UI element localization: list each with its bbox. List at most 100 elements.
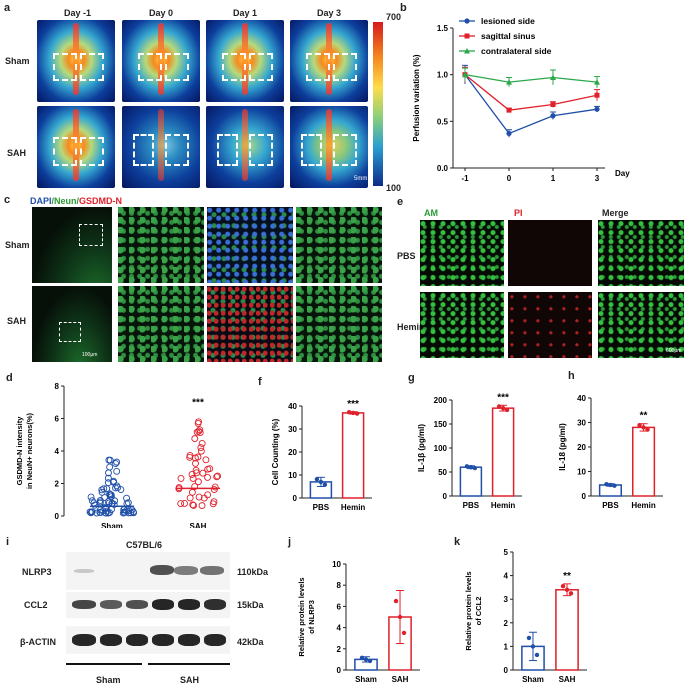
kda-label: 110kDa [237, 567, 269, 577]
data-point [175, 484, 183, 492]
legend-label: contralateral side [481, 46, 552, 56]
data-point [594, 79, 600, 85]
data-point [534, 652, 540, 658]
dapi-label: DAPI [30, 196, 52, 206]
y-tick-label: 2 [55, 480, 60, 489]
data-point [96, 498, 104, 506]
significance-label: *** [192, 398, 204, 409]
data-point [346, 410, 352, 415]
y-axis-title: Relative protein levels [297, 577, 306, 656]
micrograph [420, 220, 504, 286]
data-point [350, 410, 356, 416]
gsdmd-label: GSDMD-N [79, 196, 123, 206]
panel-a-row-label: Sham [5, 56, 30, 66]
panel-c-label: c [4, 194, 11, 206]
data-point [123, 494, 131, 502]
series-line [464, 74, 598, 83]
micrograph [508, 220, 592, 286]
ldf-image [122, 106, 200, 188]
zoom-box [79, 224, 103, 246]
data-point [191, 483, 199, 490]
y-tick-label: 0 [582, 492, 587, 501]
panel-a-row-label: SAH [7, 148, 27, 158]
blot-nlrp3 [66, 552, 230, 590]
panel-e-label: e [397, 196, 404, 208]
micrograph [508, 292, 592, 358]
data-point [98, 488, 106, 496]
micrograph [118, 286, 204, 362]
y-tick-label: 4 [504, 572, 509, 581]
data-point [196, 429, 204, 437]
y-tick-label: 200 [434, 396, 448, 405]
colorbar-min-label: 100 [386, 183, 402, 193]
data-point [193, 428, 201, 436]
y-axis-title: IL-1β (pg/ml) [417, 424, 426, 472]
data-point [192, 466, 200, 474]
data-point [106, 490, 114, 498]
data-point [314, 476, 320, 482]
y-axis-title: IL-18 (pg/ml) [558, 423, 567, 471]
protein-label: CCL2 [24, 600, 48, 610]
y-tick-label: 6 [337, 602, 342, 611]
legend-marker [464, 18, 470, 24]
data-point [86, 508, 94, 516]
bar [491, 407, 515, 497]
data-point [177, 474, 185, 482]
data-point [113, 467, 121, 475]
data-point [214, 472, 222, 480]
data-point [103, 507, 111, 515]
data-point [194, 478, 202, 486]
y-tick-label: 1 [504, 642, 509, 651]
y-tick-label: 0 [443, 492, 448, 501]
micrograph [598, 220, 684, 286]
overview-micrograph: 100μm [32, 286, 112, 362]
data-point [186, 451, 194, 459]
panel-e-row-label: PBS [397, 251, 416, 261]
data-point [104, 498, 112, 505]
y-tick-label: 150 [434, 420, 448, 429]
panel-a-day-header: Day 3 [316, 8, 342, 18]
y-tick-label: 1.0 [437, 71, 449, 80]
panel-h-chart: 0 10 20 30 40 IL-18 (pg/ml) PBS Hemin ** [558, 394, 663, 510]
colorbar-max-label: 700 [386, 12, 402, 22]
data-point [199, 469, 207, 477]
x-tick-label: 0 [507, 174, 512, 183]
group-label: Sham [96, 675, 121, 685]
data-point [87, 509, 95, 517]
data-point [104, 479, 112, 487]
micrograph: 600μm [598, 292, 684, 358]
y-tick-label: 30 [577, 419, 586, 428]
blot-ccl2 [66, 592, 230, 618]
data-point [526, 635, 532, 641]
data-point [117, 486, 125, 494]
data-point [506, 130, 512, 137]
ldf-image [206, 20, 284, 102]
y-tick-label: 0 [55, 512, 60, 521]
data-point [464, 464, 470, 469]
x-tick-label: PBS [313, 503, 330, 512]
y-tick-label: 100 [434, 444, 448, 453]
x-tick-label: Sham [522, 675, 544, 684]
x-tick-label: SAH [559, 675, 576, 684]
data-point [530, 644, 536, 649]
data-point [612, 483, 617, 488]
y-axis-title: Relative protein levels [464, 571, 473, 650]
significance-label: ** [640, 411, 648, 422]
data-point [106, 463, 114, 471]
data-point [198, 440, 206, 447]
y-tick-label: 1.5 [437, 24, 449, 33]
significance-label: *** [347, 399, 359, 410]
ldf-image [290, 106, 368, 188]
ldf-image [206, 106, 284, 188]
panel-j-label: j [288, 536, 292, 548]
x-tick-label: PBS [463, 501, 480, 510]
data-point [472, 465, 478, 471]
data-point [204, 491, 212, 499]
data-point [550, 113, 556, 119]
panel-d-chart: 0 2 4 6 8 GSDMD-N intensity in NeuN+ neurons(%… [15, 382, 222, 528]
panel-g-chart: 0 50 100 150 200 IL-1β (pg/ml) PBS Hemin *** [417, 392, 522, 510]
group-bar [148, 663, 230, 665]
data-point [181, 500, 188, 507]
data-point [322, 482, 328, 487]
data-point [645, 427, 650, 432]
